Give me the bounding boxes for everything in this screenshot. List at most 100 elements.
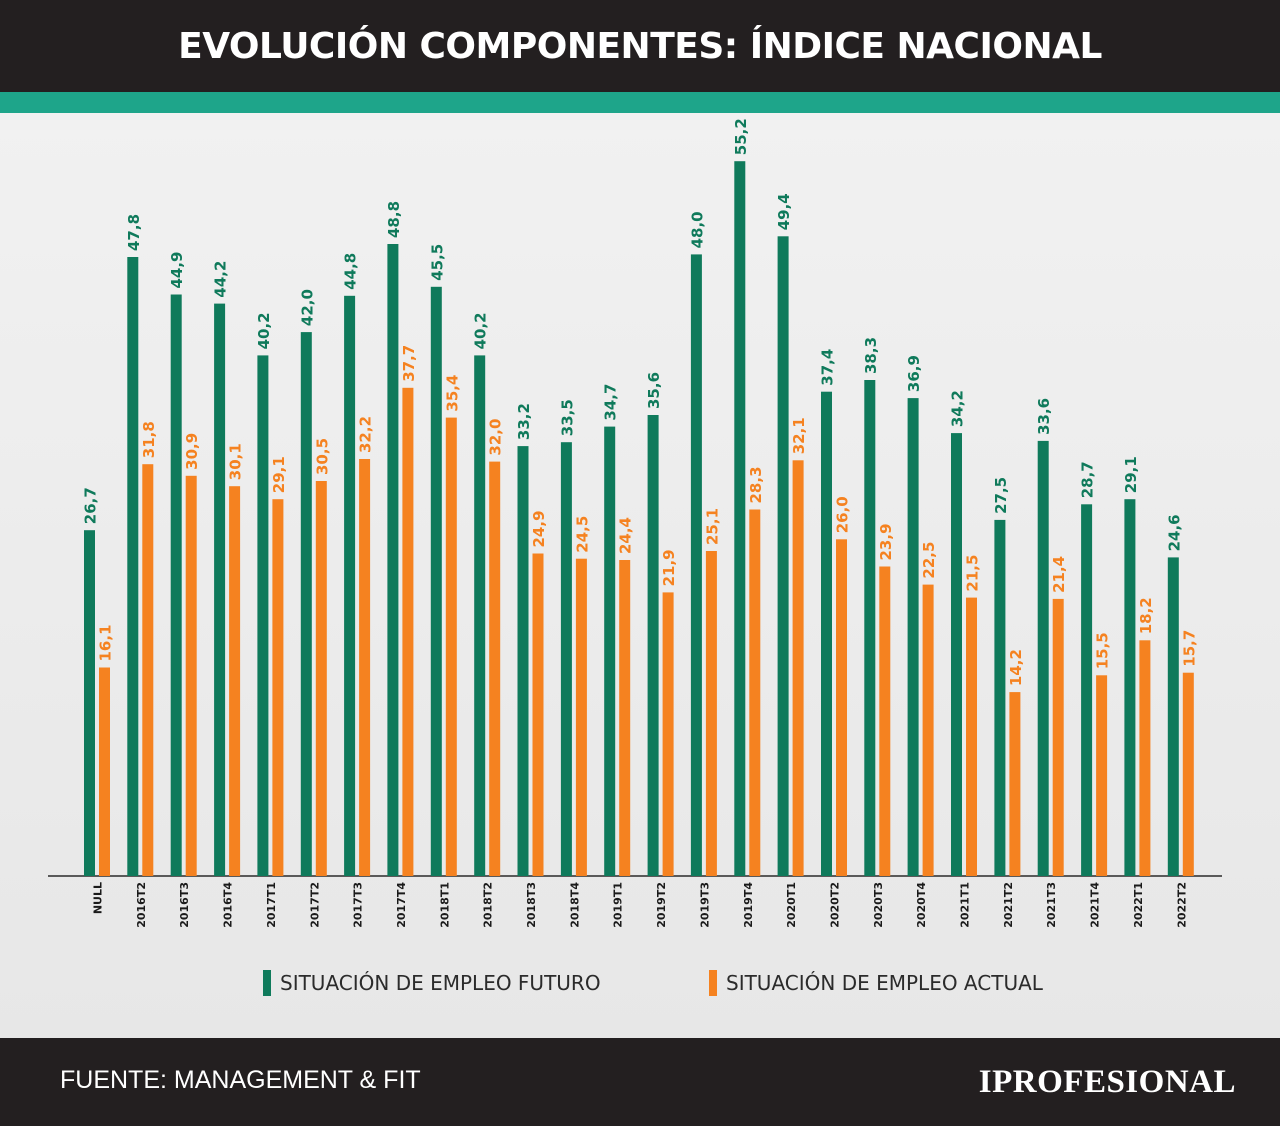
- x-tick-label-2020t3: 2020T3: [872, 882, 885, 928]
- value-label-actual-2020t4: 22,5: [920, 542, 938, 579]
- bar-actual-2018t2: [489, 461, 501, 876]
- bar-actual-2018t3: [532, 553, 544, 876]
- bar-actual-2019t3: [705, 551, 717, 876]
- bar-actual-null: [99, 667, 110, 876]
- value-label-actual-2018t1: 35,4: [443, 375, 461, 412]
- value-label-actual-2021t3: 21,4: [1050, 556, 1068, 593]
- legend-swatch-futuro: [263, 970, 271, 996]
- value-label-futuro-2017t1: 40,2: [255, 312, 273, 349]
- value-label-futuro-2021t3: 33,6: [1035, 398, 1053, 435]
- source-text: FUENTE: MANAGEMENT & FIT: [60, 1066, 421, 1094]
- value-label-futuro-2019t2: 35,6: [645, 372, 663, 409]
- value-label-actual-2016t3: 30,9: [183, 433, 201, 470]
- bar-futuro-2020t1: [777, 236, 789, 877]
- bar-actual-2022t1: [1139, 640, 1151, 876]
- brand-logo: IPROFESIONAL: [978, 1064, 1236, 1100]
- bar-futuro-2016t4: [214, 303, 226, 877]
- bar-actual-2016t2: [142, 464, 154, 876]
- value-label-actual-2020t1: 32,1: [790, 417, 808, 454]
- value-label-futuro-2017t3: 44,8: [342, 253, 360, 290]
- bar-actual-2021t4: [1096, 675, 1108, 876]
- footer: FUENTE: MANAGEMENT & FIT IPROFESIONAL: [0, 1038, 1280, 1126]
- x-tick-label-2018t2: 2018T2: [482, 882, 495, 928]
- x-tick-label-2018t1: 2018T1: [438, 882, 451, 928]
- x-tick-label-2022t2: 2022T2: [1175, 882, 1188, 928]
- bar-actual-2017t4: [402, 387, 414, 876]
- value-label-actual-2019t3: 25,1: [703, 508, 721, 545]
- accent-band: [0, 92, 1280, 113]
- bar-futuro-2019t4: [734, 161, 746, 876]
- legend-item-futuro: SITUACIÓN DE EMPLEO FUTURO: [263, 970, 601, 996]
- chart-title: EVOLUCIÓN COMPONENTES: ÍNDICE NACIONAL: [178, 25, 1102, 67]
- value-label-futuro-2022t2: 24,6: [1165, 514, 1183, 551]
- bar-futuro-2020t3: [864, 380, 876, 876]
- x-tick-label-null: NULL: [92, 882, 105, 914]
- bar-actual-2019t4: [749, 509, 761, 876]
- value-label-futuro-2018t2: 40,2: [472, 312, 490, 349]
- x-tick-label-2021t1: 2021T1: [959, 882, 972, 928]
- value-label-actual-2017t4: 37,7: [400, 345, 418, 382]
- value-label-futuro-2017t4: 48,8: [385, 201, 403, 238]
- value-label-futuro-2019t1: 34,7: [602, 384, 620, 421]
- value-label-futuro-2021t1: 34,2: [949, 390, 967, 427]
- value-label-futuro-2021t2: 27,5: [992, 477, 1010, 514]
- value-label-futuro-2016t2: 47,8: [125, 214, 143, 251]
- value-label-actual-2017t1: 29,1: [270, 456, 288, 493]
- chart-area: 26,7 16,1 NULL 47,8 31,8 2016T2 44,9 30,9 2016T3…: [0, 113, 1280, 1038]
- bar-futuro-2018t1: [430, 286, 442, 876]
- value-label-actual-2019t2: 21,9: [660, 549, 678, 586]
- bar-futuro-2016t2: [127, 257, 139, 876]
- bar-actual-2016t3: [185, 475, 197, 876]
- value-label-futuro-2018t3: 33,2: [515, 403, 533, 440]
- bar-futuro-2018t3: [517, 446, 529, 876]
- bar-actual-2016t4: [229, 486, 241, 876]
- bar-actual-2021t2: [1009, 692, 1021, 876]
- x-tick-label-2018t4: 2018T4: [568, 882, 581, 928]
- x-tick-label-2019t4: 2019T4: [742, 882, 755, 928]
- bar-actual-2017t1: [272, 499, 284, 876]
- x-tick-label-2018t3: 2018T3: [525, 882, 538, 928]
- legend-label-futuro: SITUACIÓN DE EMPLEO FUTURO: [280, 971, 601, 995]
- bar-futuro-2018t4: [560, 442, 572, 876]
- value-label-futuro-2022t1: 29,1: [1122, 456, 1140, 493]
- value-label-actual-2021t4: 15,5: [1094, 632, 1112, 669]
- value-label-actual-2019t4: 28,3: [747, 466, 765, 503]
- value-label-actual-2022t1: 18,2: [1137, 597, 1155, 634]
- bar-actual-2020t1: [792, 460, 804, 876]
- value-label-actual-2018t4: 24,5: [573, 516, 591, 553]
- legend-label-actual: SITUACIÓN DE EMPLEO ACTUAL: [726, 971, 1043, 995]
- x-tick-label-2022t1: 2022T1: [1132, 882, 1145, 928]
- bar-futuro-2022t2: [1167, 557, 1179, 876]
- value-label-actual-2018t3: 24,9: [530, 510, 548, 547]
- bar-futuro-2017t4: [387, 244, 399, 876]
- value-label-futuro-2020t4: 36,9: [905, 355, 923, 392]
- bar-futuro-2016t3: [170, 294, 182, 876]
- x-tick-label-2021t3: 2021T3: [1045, 882, 1058, 928]
- value-label-actual-2020t2: 26,0: [834, 496, 852, 533]
- bar-actual-2018t1: [445, 417, 457, 876]
- bar-actual-2017t2: [315, 481, 327, 876]
- bar-futuro-2017t2: [300, 332, 312, 877]
- legend-swatch-actual: [709, 970, 717, 996]
- x-tick-label-2019t2: 2019T2: [655, 882, 668, 928]
- value-label-actual-2021t2: 14,2: [1007, 649, 1025, 686]
- x-tick-label-2017t3: 2017T3: [352, 882, 365, 928]
- bar-chart: 26,7 16,1 NULL 47,8 31,8 2016T2 44,9 30,9 2016T3…: [48, 118, 1222, 928]
- bar-futuro-2020t4: [907, 398, 919, 876]
- bar-actual-2022t2: [1182, 672, 1194, 876]
- value-label-futuro-2019t3: 48,0: [688, 211, 706, 248]
- bar-actual-2018t4: [575, 558, 587, 876]
- bar-actual-2020t4: [922, 584, 934, 876]
- bar-actual-2021t3: [1052, 598, 1064, 876]
- value-label-actual-2017t2: 30,5: [313, 438, 331, 475]
- value-label-actual-2018t2: 32,0: [487, 419, 505, 456]
- title-bar: EVOLUCIÓN COMPONENTES: ÍNDICE NACIONAL: [0, 0, 1280, 92]
- x-tick-label-2019t3: 2019T3: [698, 882, 711, 928]
- value-label-actual-2022t2: 15,7: [1180, 630, 1198, 667]
- bar-futuro-2022t1: [1124, 499, 1136, 876]
- bar-futuro-null: [84, 530, 95, 876]
- legend-item-actual: SITUACIÓN DE EMPLEO ACTUAL: [709, 970, 1043, 996]
- x-tick-label-2020t2: 2020T2: [829, 882, 842, 928]
- bar-futuro-2019t1: [604, 426, 616, 876]
- x-tick-label-2017t4: 2017T4: [395, 882, 408, 928]
